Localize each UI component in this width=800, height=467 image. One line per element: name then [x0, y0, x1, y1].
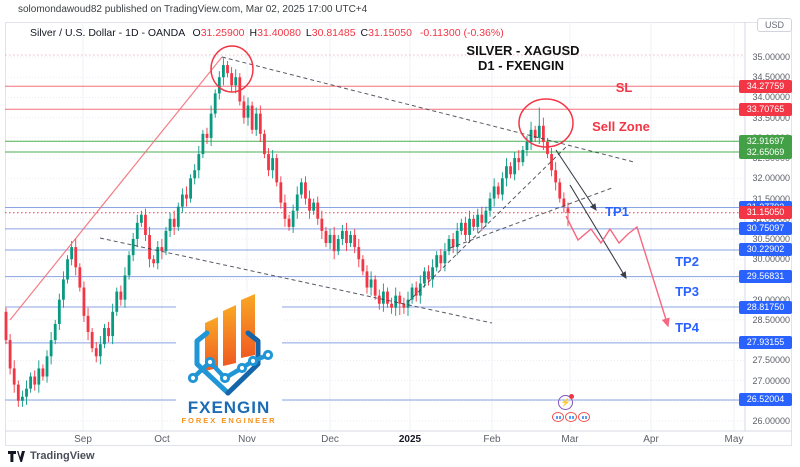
tp1-label[interactable]: TP1	[605, 204, 629, 219]
time-axis-tick: Apr	[643, 434, 659, 445]
change-value: -0.11300 (-0.36%)	[419, 27, 504, 39]
logo-shield-right	[225, 330, 261, 396]
fxengin-logo-graphic	[187, 294, 274, 396]
time-axis-tick: Sep	[74, 434, 92, 445]
price-axis-tick: 27.50000	[752, 355, 790, 366]
price-badge-sell-zone-top: 32.91697	[739, 134, 792, 148]
time-axis-tick: Nov	[238, 434, 256, 445]
tradingview-icon	[8, 450, 25, 462]
ohlc-label: H	[249, 27, 258, 39]
chart-title-line2: D1 - FXENGIN	[478, 58, 564, 73]
emoji-reaction-icon[interactable]	[552, 412, 564, 422]
price-badge-tp3: 28.81750	[739, 300, 792, 314]
ohlc-value: 31.25900	[200, 27, 245, 39]
price-axis-tick: 35.00000	[752, 52, 790, 62]
price-badge-support: 26.52004	[739, 393, 792, 407]
ohlc-values: O31.25900 H31.40080 L30.81485 C31.15050	[188, 27, 412, 39]
symbol-title: Silver / U.S. Dollar - 1D - OANDA	[30, 27, 185, 39]
time-axis-tick: Mar	[561, 434, 579, 445]
price-axis-tick: 33.50000	[752, 112, 790, 123]
attribution-text: solomondawoud82 published on TradingView…	[18, 4, 368, 15]
price-badge-current-price: 31.15050	[739, 206, 792, 220]
notification-dot	[569, 394, 574, 399]
emoji-reaction-icon[interactable]	[565, 412, 577, 422]
price-axis-tick: 31.50000	[752, 193, 790, 204]
ohlc-value: 30.81485	[311, 27, 356, 39]
tp4-label[interactable]: TP4	[675, 320, 699, 335]
currency-toggle[interactable]: USD	[757, 18, 793, 32]
logo-bar-2	[223, 305, 236, 366]
symbol-legend: Silver / U.S. Dollar - 1D - OANDA O31.25…	[30, 27, 504, 39]
price-axis-tick: 27.00000	[752, 375, 790, 386]
price-axis-tick: 34.50000	[752, 72, 790, 83]
emoji-reactions-row[interactable]	[552, 412, 598, 422]
price-badge-support: 30.75097	[739, 222, 792, 236]
tradingview-footer-logo[interactable]: TradingView	[8, 450, 95, 462]
time-axis-tick: Oct	[154, 434, 170, 445]
ohlc-label: L	[305, 27, 312, 39]
ohlc-label: O	[192, 27, 201, 39]
sl-label[interactable]: SL	[615, 80, 633, 95]
time-axis-tick: Dec	[321, 434, 339, 445]
price-axis-tick: 30.50000	[752, 234, 790, 244]
time-axis-tick: May	[724, 434, 744, 445]
price-badge-stop-loss-lower: 33.70765	[739, 102, 792, 116]
emoji-reaction-icon[interactable]	[578, 412, 590, 422]
ohlc-value: 31.40080	[257, 27, 301, 39]
reactions-widget[interactable]: ⚡	[552, 394, 598, 422]
lightning-reaction-icon[interactable]: ⚡	[558, 394, 574, 410]
price-axis-tick: 32.00000	[752, 173, 790, 184]
ohlc-value: 31.15050	[368, 27, 412, 39]
fxengin-watermark: FXENGIN FOREX ENGINEER	[176, 292, 282, 429]
price-axis-tick: 30.00000	[752, 254, 790, 265]
price-badge-sell-zone-bottom: 32.65069	[739, 145, 792, 159]
ohlc-label: C	[360, 27, 369, 39]
price-axis-tick: 28.50000	[752, 314, 790, 325]
tp3-label[interactable]: TP3	[675, 284, 699, 299]
logo-linechart-nodes	[187, 349, 274, 384]
price-axis-tick: 26.00000	[752, 416, 790, 426]
tradingview-brand-text: TradingView	[30, 450, 95, 462]
time-axis-tick: Feb	[483, 434, 501, 445]
chart-title-line1: SILVER - XAGUSD	[466, 43, 580, 58]
price-badge-support: 30.22902	[739, 243, 792, 257]
price-badge-stop-loss-upper: 34.27759	[739, 79, 792, 93]
time-axis-tick: 2025	[398, 434, 422, 445]
price-badge-tp4: 27.93155	[739, 336, 792, 350]
watermark-tagline-text: FOREX ENGINEER	[181, 416, 277, 425]
price-badge-tp2: 29.56831	[739, 270, 792, 284]
price-axis-tick: 29.00000	[752, 294, 790, 305]
sell-zone-label[interactable]: Sell Zone	[592, 119, 650, 134]
logo-shield-left	[194, 330, 231, 396]
logo-bar-3	[241, 294, 255, 358]
price-axis-tick: 34.00000	[752, 92, 790, 103]
watermark-brand-text: FXENGIN	[187, 398, 271, 417]
tp2-label[interactable]: TP2	[675, 254, 699, 269]
